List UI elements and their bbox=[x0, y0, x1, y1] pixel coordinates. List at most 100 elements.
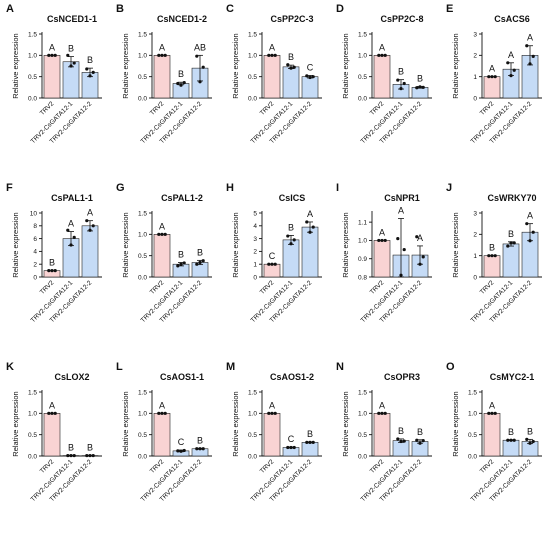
panel-letter: L bbox=[116, 361, 123, 373]
significance-letter: B bbox=[398, 67, 404, 77]
data-point bbox=[286, 234, 290, 238]
significance-letter: A bbox=[527, 33, 533, 43]
data-point bbox=[72, 235, 76, 239]
x-tick-label: TRV2 bbox=[479, 458, 496, 475]
data-point bbox=[493, 75, 497, 79]
panel-letter: E bbox=[446, 3, 453, 15]
data-point bbox=[289, 66, 293, 70]
significance-letter: A bbox=[159, 221, 165, 231]
data-point bbox=[273, 411, 277, 415]
y-tick-label: 0.0 bbox=[358, 95, 367, 102]
x-tick-label: TRV2 bbox=[259, 100, 276, 117]
bar bbox=[282, 239, 300, 278]
panel-a: A CsNCED1-1 Relative expression 0.0 0.5 1.0 1.… bbox=[6, 3, 102, 145]
significance-letter: A bbox=[159, 42, 165, 52]
y-axis-label: Relative expression bbox=[121, 212, 130, 277]
x-tick-label: TRV2 bbox=[39, 100, 56, 117]
significance-letter: B bbox=[489, 243, 495, 253]
panel-f: F CsPAL1-1 Relative expression 0 2 4 6 8 10 B TRV2… bbox=[6, 182, 102, 324]
bar bbox=[263, 263, 281, 278]
data-point bbox=[493, 411, 497, 415]
x-tick-label: TRV2 bbox=[149, 100, 166, 117]
panel-b: B CsNCED1-2 Relative expression 0.0 0.5 1.0 1.… bbox=[116, 3, 212, 145]
data-point bbox=[377, 53, 381, 57]
significance-letter: A bbox=[417, 233, 423, 243]
panel-title: CsNCED1-1 bbox=[47, 14, 97, 24]
panel-title: CsPAL1-2 bbox=[161, 193, 203, 203]
data-point bbox=[176, 449, 180, 453]
significance-letter: C bbox=[307, 62, 314, 72]
significance-letter: B bbox=[307, 429, 313, 439]
data-point bbox=[163, 53, 167, 57]
y-tick-label: 6 bbox=[33, 236, 37, 243]
data-point bbox=[267, 262, 271, 266]
y-tick-label: 4 bbox=[253, 223, 257, 230]
y-tick-label: 1.5 bbox=[138, 31, 147, 38]
data-point bbox=[198, 80, 202, 84]
panel-title: CsAOS1-1 bbox=[160, 372, 204, 382]
data-point bbox=[402, 81, 406, 86]
y-axis-label: Relative expression bbox=[451, 212, 460, 277]
significance-letter: A bbox=[527, 211, 533, 221]
data-point bbox=[418, 441, 422, 445]
panel-title: CsAOS1-2 bbox=[270, 372, 314, 382]
data-point bbox=[88, 228, 92, 232]
data-point bbox=[512, 438, 516, 442]
data-point bbox=[69, 64, 73, 68]
significance-letter: B bbox=[87, 442, 93, 452]
y-tick-label: 3 bbox=[473, 31, 477, 38]
data-point bbox=[383, 411, 387, 415]
data-point bbox=[305, 74, 309, 78]
data-point bbox=[50, 53, 54, 57]
y-tick-label: 0 bbox=[473, 95, 477, 102]
x-tick-label: TRV2 bbox=[149, 279, 166, 296]
data-point bbox=[292, 238, 296, 242]
y-tick-label: 0.0 bbox=[468, 453, 477, 460]
significance-letter: B bbox=[527, 426, 533, 436]
y-axis-label: Relative expression bbox=[231, 33, 240, 98]
data-point bbox=[528, 441, 532, 445]
y-tick-label: 0 bbox=[253, 274, 257, 281]
significance-letter: B bbox=[398, 426, 404, 436]
significance-letter: A bbox=[87, 208, 93, 218]
y-tick-label: 0.5 bbox=[28, 432, 37, 439]
significance-letter: A bbox=[49, 400, 55, 410]
bar bbox=[301, 76, 319, 99]
y-axis-label: Relative expression bbox=[451, 391, 460, 456]
data-point bbox=[88, 74, 92, 78]
y-tick-label: 1.0 bbox=[138, 411, 147, 418]
data-point bbox=[179, 83, 183, 87]
y-tick-label: 0.5 bbox=[358, 74, 367, 81]
data-point bbox=[380, 53, 384, 57]
data-point bbox=[396, 437, 400, 441]
data-point bbox=[487, 75, 491, 79]
data-point bbox=[531, 230, 535, 234]
significance-letter: B bbox=[288, 52, 294, 62]
bar bbox=[502, 243, 520, 278]
data-point bbox=[506, 244, 510, 248]
data-point bbox=[490, 75, 494, 79]
panel-k: K CsLOX2 Relative expression 0.0 0.5 1.0 1.5 A T… bbox=[6, 361, 102, 503]
data-point bbox=[53, 411, 57, 415]
data-point bbox=[201, 65, 205, 69]
data-point bbox=[53, 269, 57, 273]
data-point bbox=[270, 262, 274, 266]
significance-letter: A bbox=[68, 219, 74, 229]
panel-l: L CsAOS1-1 Relative expression 0.0 0.5 1.0 1.5… bbox=[116, 361, 212, 503]
data-point bbox=[182, 261, 186, 265]
y-tick-label: 0.0 bbox=[248, 95, 257, 102]
y-tick-label: 0.0 bbox=[28, 453, 37, 460]
y-tick-label: 0.5 bbox=[138, 253, 147, 260]
y-tick-label: 1.5 bbox=[248, 31, 257, 38]
y-tick-label: 3 bbox=[473, 210, 477, 217]
y-tick-label: 0.9 bbox=[358, 256, 367, 263]
data-point bbox=[47, 269, 51, 273]
data-point bbox=[157, 53, 161, 57]
significance-letter: B bbox=[87, 55, 93, 65]
data-point bbox=[487, 411, 491, 415]
significance-letter: A bbox=[269, 42, 275, 52]
panel-title: CsPAL1-1 bbox=[51, 193, 93, 203]
significance-letter: B bbox=[68, 44, 74, 54]
data-point bbox=[380, 411, 384, 415]
